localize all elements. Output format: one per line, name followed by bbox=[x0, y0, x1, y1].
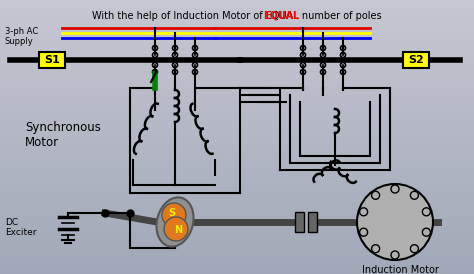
Bar bbox=[295, 212, 304, 232]
Text: S: S bbox=[168, 208, 175, 218]
Text: 3-ph AC
Supply: 3-ph AC Supply bbox=[5, 27, 38, 46]
FancyBboxPatch shape bbox=[39, 52, 65, 68]
Text: Induction Motor: Induction Motor bbox=[362, 265, 438, 274]
Ellipse shape bbox=[156, 197, 193, 247]
Text: S2: S2 bbox=[408, 55, 424, 65]
Circle shape bbox=[410, 245, 419, 253]
Circle shape bbox=[372, 191, 380, 199]
Text: N: N bbox=[174, 225, 182, 235]
Bar bbox=[308, 212, 317, 232]
Text: EQUAL: EQUAL bbox=[264, 11, 300, 21]
Text: S1: S1 bbox=[44, 55, 60, 65]
Ellipse shape bbox=[164, 217, 188, 241]
Text: Synchronous
Motor: Synchronous Motor bbox=[25, 121, 101, 149]
Circle shape bbox=[372, 245, 380, 253]
Circle shape bbox=[391, 185, 399, 193]
Circle shape bbox=[410, 191, 419, 199]
Circle shape bbox=[360, 208, 368, 216]
Circle shape bbox=[391, 251, 399, 259]
Circle shape bbox=[422, 208, 430, 216]
FancyBboxPatch shape bbox=[403, 52, 429, 68]
Circle shape bbox=[422, 228, 430, 236]
Text: With the help of Induction Motor of EQUAL number of poles: With the help of Induction Motor of EQUA… bbox=[92, 11, 382, 21]
Circle shape bbox=[360, 228, 368, 236]
Text: DC
Exciter: DC Exciter bbox=[5, 218, 36, 237]
Circle shape bbox=[357, 184, 433, 260]
Ellipse shape bbox=[162, 203, 186, 227]
